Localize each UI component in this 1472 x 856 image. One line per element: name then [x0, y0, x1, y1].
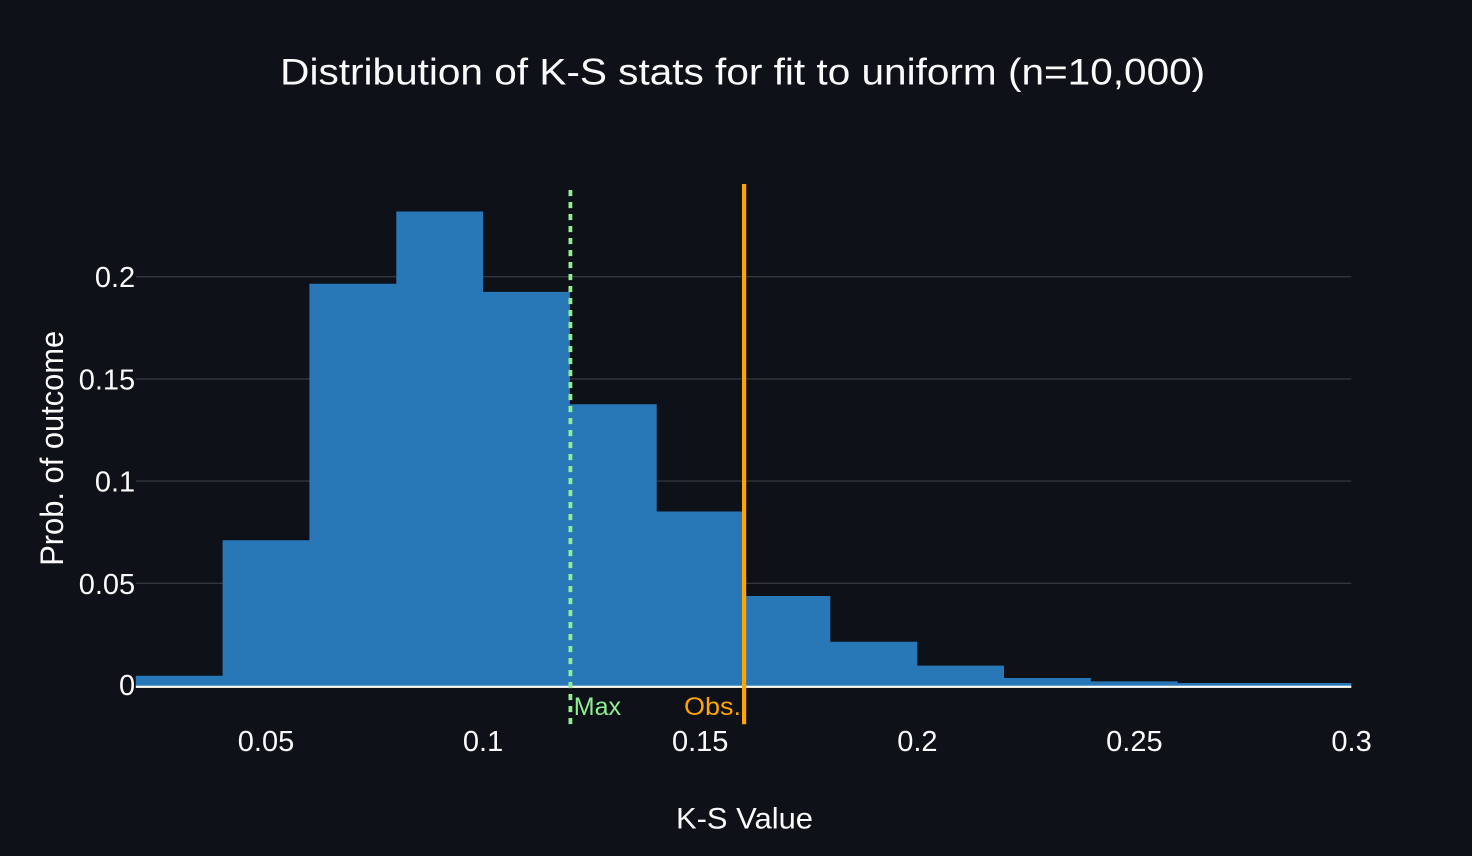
- svg-text:0.2: 0.2: [897, 726, 937, 758]
- svg-text:0.05: 0.05: [79, 569, 135, 601]
- svg-text:0.1: 0.1: [95, 467, 135, 499]
- svg-text:0.2: 0.2: [95, 262, 135, 294]
- svg-text:K-S Value: K-S Value: [676, 803, 813, 836]
- svg-text:0.15: 0.15: [672, 726, 728, 758]
- svg-text:Max: Max: [574, 693, 622, 721]
- svg-text:0.1: 0.1: [463, 726, 503, 758]
- svg-text:0.3: 0.3: [1331, 726, 1371, 758]
- svg-text:Prob. of outcome: Prob. of outcome: [34, 331, 70, 566]
- svg-text:0.15: 0.15: [79, 364, 135, 396]
- svg-text:0.25: 0.25: [1106, 726, 1162, 758]
- svg-text:Obs.: Obs.: [684, 693, 741, 721]
- svg-text:0.05: 0.05: [238, 726, 294, 758]
- svg-text:Distribution of K-S stats for: Distribution of K-S stats for fit to uni…: [280, 52, 1205, 93]
- svg-text:0: 0: [119, 670, 135, 702]
